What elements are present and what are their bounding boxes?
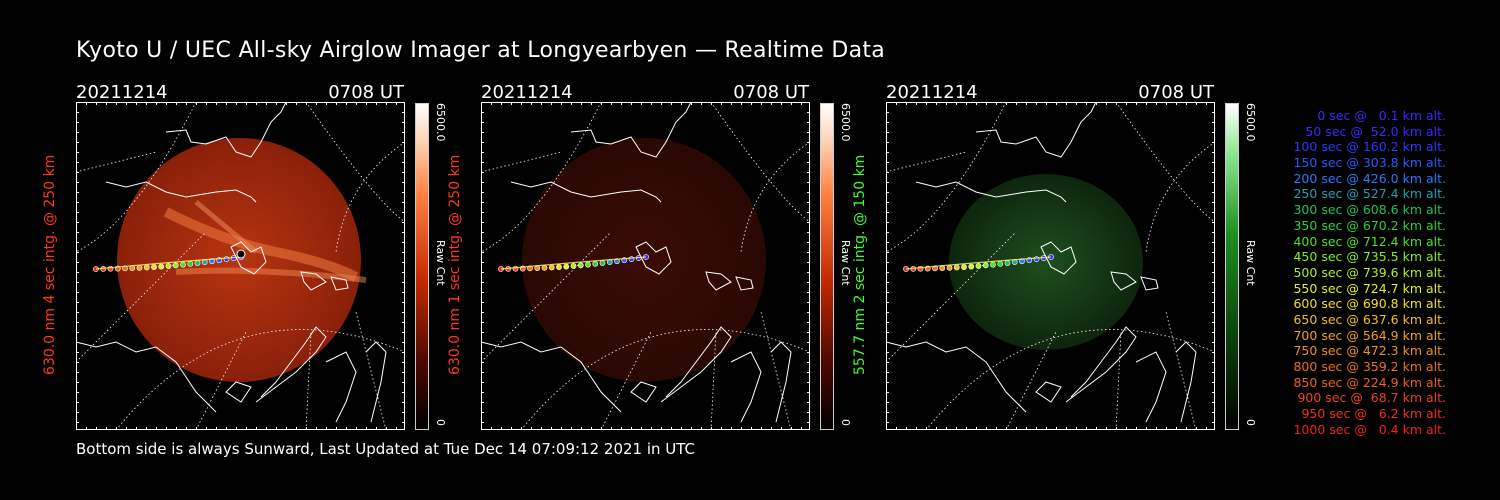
legend-entry: 700 sec @ 564.9 km alt. xyxy=(1293,327,1446,343)
trajectory-point xyxy=(563,263,570,270)
legend-entry: 500 sec @ 739.6 km alt. xyxy=(1293,264,1446,280)
legend-entry: 950 sec @ 6.2 km alt. xyxy=(1301,406,1446,422)
sky-disk xyxy=(117,138,361,382)
trajectory-point xyxy=(158,263,165,270)
trajectory-legend: 0 sec @ 0.1 km alt. 50 sec @ 52.0 km alt.… xyxy=(1262,108,1446,437)
panel-time: 0708 UT xyxy=(328,82,404,103)
legend-entry: 300 sec @ 608.6 km alt. xyxy=(1293,202,1446,218)
trajectory-point xyxy=(143,264,150,271)
allsky-image xyxy=(481,102,810,430)
coastline xyxy=(481,102,792,423)
colorbar-unit: Raw Cnt xyxy=(839,240,852,286)
panel-date: 20211214 xyxy=(76,82,168,103)
trajectory-point xyxy=(975,263,982,269)
legend-entry: 1000 sec @ 0.4 km alt. xyxy=(1293,421,1446,437)
trajectory-point xyxy=(997,260,1004,267)
trajectory-point xyxy=(194,260,201,266)
panel-1: 20211214 0708 UT 630.0 nm 4 sec intg. @ … xyxy=(42,78,476,438)
trajectory-point xyxy=(548,264,555,271)
legend-entry: 100 sec @ 160.2 km alt. xyxy=(1293,139,1446,155)
legend-entry: 200 sec @ 426.0 km alt. xyxy=(1293,170,1446,186)
rocket-trajectory xyxy=(498,254,649,272)
legend-entry: 600 sec @ 690.8 km alt. xyxy=(1293,296,1446,312)
colorbar-min: 0 xyxy=(1244,419,1257,426)
colorbar xyxy=(820,103,834,430)
colorbar-min: 0 xyxy=(839,419,852,426)
station-marker xyxy=(236,249,246,259)
aurora-arc xyxy=(163,200,367,283)
sky-disk xyxy=(522,138,766,382)
panel-3: 20211214 0708 UT 557.7 nm 2 sec intg. @ … xyxy=(852,78,1286,438)
page-title: Kyoto U / UEC All-sky Airglow Imager at … xyxy=(76,38,886,63)
legend-entry: 800 sec @ 359.2 km alt. xyxy=(1293,359,1446,374)
panel-2: 20211214 0708 UT 630.0 nm 1 sec intg. @ … xyxy=(447,78,881,438)
trajectory-point xyxy=(172,262,179,269)
trajectory-point xyxy=(946,264,953,271)
panel-date: 20211214 xyxy=(886,82,978,103)
panel-time: 0708 UT xyxy=(1138,82,1214,103)
panel-wavelength-label: 630.0 nm 1 sec intg. @ 250 km xyxy=(447,154,463,376)
legend-entry: 0 sec @ 0.1 km alt. xyxy=(1317,108,1446,123)
trajectory-point xyxy=(151,264,157,270)
trajectory-point xyxy=(1004,260,1011,266)
coastline xyxy=(76,102,387,423)
legend-entry: 750 sec @ 472.3 km alt. xyxy=(1293,343,1446,359)
trajectory-point xyxy=(953,264,960,271)
trajectory-point xyxy=(187,260,194,267)
allsky-image xyxy=(886,102,1215,430)
legend-entry: 50 sec @ 52.0 km alt. xyxy=(1305,123,1446,139)
trajectory-point xyxy=(577,262,584,269)
trajectory-point xyxy=(968,263,975,270)
trajectory-point xyxy=(223,256,230,263)
trajectory-point xyxy=(585,261,591,268)
trajectory-point xyxy=(599,260,606,266)
colorbar-unit: Raw Cnt xyxy=(1244,240,1257,286)
trajectory-point xyxy=(165,263,172,269)
allsky-image xyxy=(76,102,405,430)
legend-entry: 350 sec @ 670.2 km alt. xyxy=(1293,217,1446,233)
trajectory-point xyxy=(592,260,599,267)
graticule xyxy=(886,102,1215,430)
sky-disk xyxy=(949,174,1143,350)
graticule xyxy=(481,102,810,430)
trajectory-point xyxy=(982,262,989,269)
trajectory-point xyxy=(961,264,967,270)
trajectory-point xyxy=(556,264,562,270)
legend-entry: 850 sec @ 224.9 km alt. xyxy=(1293,374,1446,390)
trajectory-point xyxy=(541,264,548,271)
trajectory-point xyxy=(628,256,635,263)
colorbar xyxy=(415,103,429,430)
panel-time: 0708 UT xyxy=(733,82,809,103)
panel-wavelength-label: 630.0 nm 4 sec intg. @ 250 km xyxy=(42,154,58,376)
trajectory-point xyxy=(180,261,186,268)
trajectory-point xyxy=(990,261,996,268)
legend-entry: 550 sec @ 724.7 km alt. xyxy=(1293,280,1446,296)
legend-entry: 450 sec @ 735.5 km alt. xyxy=(1293,249,1446,265)
colorbar xyxy=(1225,103,1239,430)
legend-entry: 650 sec @ 637.6 km alt. xyxy=(1293,311,1446,327)
colorbar-max: 6500.0 xyxy=(1244,103,1257,142)
footer-note: Bottom side is always Sunward, Last Upda… xyxy=(76,440,696,458)
panel-date: 20211214 xyxy=(481,82,573,103)
rocket-trajectory xyxy=(903,254,1054,272)
colorbar-unit: Raw Cnt xyxy=(434,240,447,286)
colorbar-max: 6500.0 xyxy=(839,103,852,142)
legend-entry: 150 sec @ 303.8 km alt. xyxy=(1293,155,1446,171)
trajectory-point xyxy=(136,264,143,271)
legend-entry: 900 sec @ 68.7 km alt. xyxy=(1297,390,1446,406)
trajectory-point xyxy=(570,263,577,269)
panel-wavelength-label: 557.7 nm 2 sec intg. @ 150 km xyxy=(852,154,868,376)
colorbar-max: 6500.0 xyxy=(434,103,447,142)
graticule xyxy=(76,102,405,430)
legend-entry: 250 sec @ 527.4 km alt. xyxy=(1293,186,1446,202)
colorbar-min: 0 xyxy=(434,419,447,426)
trajectory-point xyxy=(1033,256,1040,263)
legend-entry: 400 sec @ 712.4 km alt. xyxy=(1293,233,1446,249)
coastline xyxy=(886,102,1197,423)
